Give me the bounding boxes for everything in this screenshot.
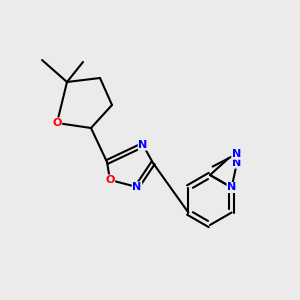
Text: N: N [232, 158, 242, 168]
Text: O: O [52, 118, 62, 128]
Text: O: O [105, 175, 115, 185]
Text: N: N [232, 149, 241, 159]
Text: N: N [138, 140, 148, 150]
Text: N: N [227, 182, 236, 193]
Text: N: N [132, 182, 142, 192]
